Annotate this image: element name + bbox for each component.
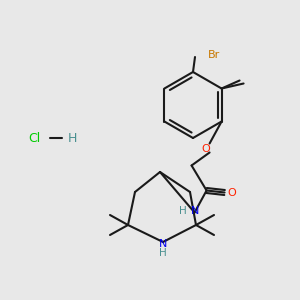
Text: Cl: Cl	[28, 131, 40, 145]
Text: O: O	[227, 188, 236, 197]
Text: O: O	[201, 143, 210, 154]
Text: N: N	[190, 206, 199, 215]
Text: H: H	[179, 206, 187, 215]
Text: H: H	[68, 131, 77, 145]
Text: N: N	[159, 239, 167, 249]
Text: H: H	[159, 248, 167, 258]
Text: Br: Br	[208, 50, 220, 60]
